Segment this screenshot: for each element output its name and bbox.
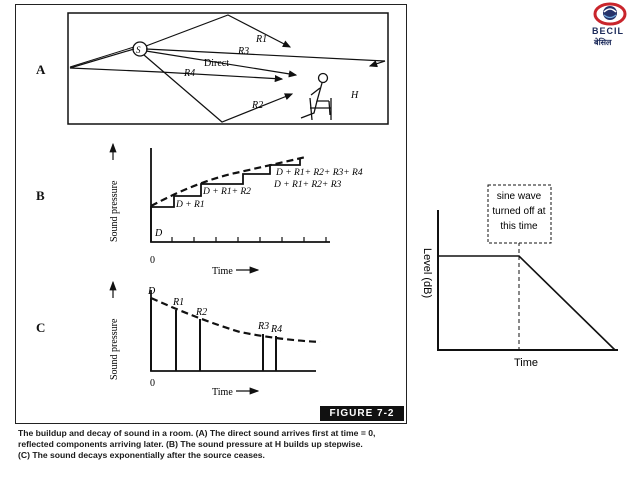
b-step-d: D (154, 228, 163, 239)
b-ylabel: Sound pressure (109, 180, 120, 242)
panel-b-buildup-plot: Sound pressure 0 Time D D + R1 D + R1+ R… (109, 142, 363, 277)
logo-name: BECIL (592, 26, 624, 36)
c-pulse-r1: R1 (172, 297, 184, 308)
panel-c-letter: C (36, 320, 46, 335)
b-xlabel: Time (212, 266, 233, 277)
panel-a-letter: A (36, 62, 46, 77)
b-step-d-r1: D + R1 (175, 200, 205, 210)
panel-a-room-diagram: S H R1 R3 Direct R4 R2 (67, 12, 389, 125)
level-xlabel: Time (514, 357, 538, 369)
figure-frame (15, 4, 407, 424)
annotation-line-2: turned off at (492, 206, 545, 217)
ray-label-r3: R3 (237, 46, 249, 57)
c-pulse-r2: R2 (195, 307, 207, 318)
ray-r3-back (368, 60, 386, 68)
c-pulse-r3: R3 (257, 321, 269, 332)
c-pulse-d: D (147, 286, 156, 297)
ray-label-r2: R2 (251, 100, 263, 111)
ray-r4 (69, 48, 284, 83)
ray-r1 (145, 14, 292, 48)
room-outline (67, 12, 389, 125)
figure-badge: FIGURE 7-2 (320, 406, 404, 421)
ray-label-r4: R4 (183, 68, 195, 79)
c-origin: 0 (150, 378, 155, 389)
c-ylabel: Sound pressure (109, 318, 120, 380)
caption-line-1: The buildup and decay of sound in a room… (18, 428, 376, 438)
becil-globe-logo-icon (593, 2, 627, 26)
ray-label-direct: Direct (204, 58, 229, 69)
logo-subtext: बेसिल (594, 38, 612, 47)
annotation-line-3: this time (500, 221, 538, 232)
level-ylabel: Level (dB) (421, 248, 433, 298)
source-label: S (136, 45, 141, 55)
b-step-d-r1-r2-r3-r4: D + R1+ R2+ R3+ R4 (275, 168, 363, 178)
c-xlabel: Time (212, 387, 233, 398)
annotation-box (487, 184, 552, 244)
b-staircase (150, 158, 301, 242)
ray-r2 (143, 54, 294, 123)
caption-line-3: (C) The sound decays exponentially after… (18, 450, 265, 460)
panel-c-decay-plot: Sound pressure 0 Time D R1 R2 R3 R4 (109, 280, 321, 398)
annotation-line-1: sine wave (497, 191, 542, 202)
level-decay-plot: sine wave turned off at this time Level … (421, 184, 618, 369)
panel-b-letter: B (36, 188, 45, 203)
b-origin: 0 (150, 255, 155, 266)
listener-label: H (350, 90, 359, 101)
ray-label-r1: R1 (255, 34, 267, 45)
b-step-d-r1-r2-r3: D + R1+ R2+ R3 (273, 180, 342, 190)
listener-figure (300, 72, 332, 121)
b-ticks (171, 237, 327, 242)
level-curve (438, 255, 616, 351)
ray-direct (145, 50, 298, 78)
c-pulse-r4: R4 (270, 324, 282, 335)
figure-caption: The buildup and decay of sound in a room… (18, 428, 418, 461)
caption-line-2: reflected components arriving later. (B)… (18, 439, 363, 449)
c-pulses (150, 298, 277, 371)
ray-r3-out (145, 48, 386, 62)
b-step-d-r1-r2: D + R1+ R2 (202, 187, 251, 197)
